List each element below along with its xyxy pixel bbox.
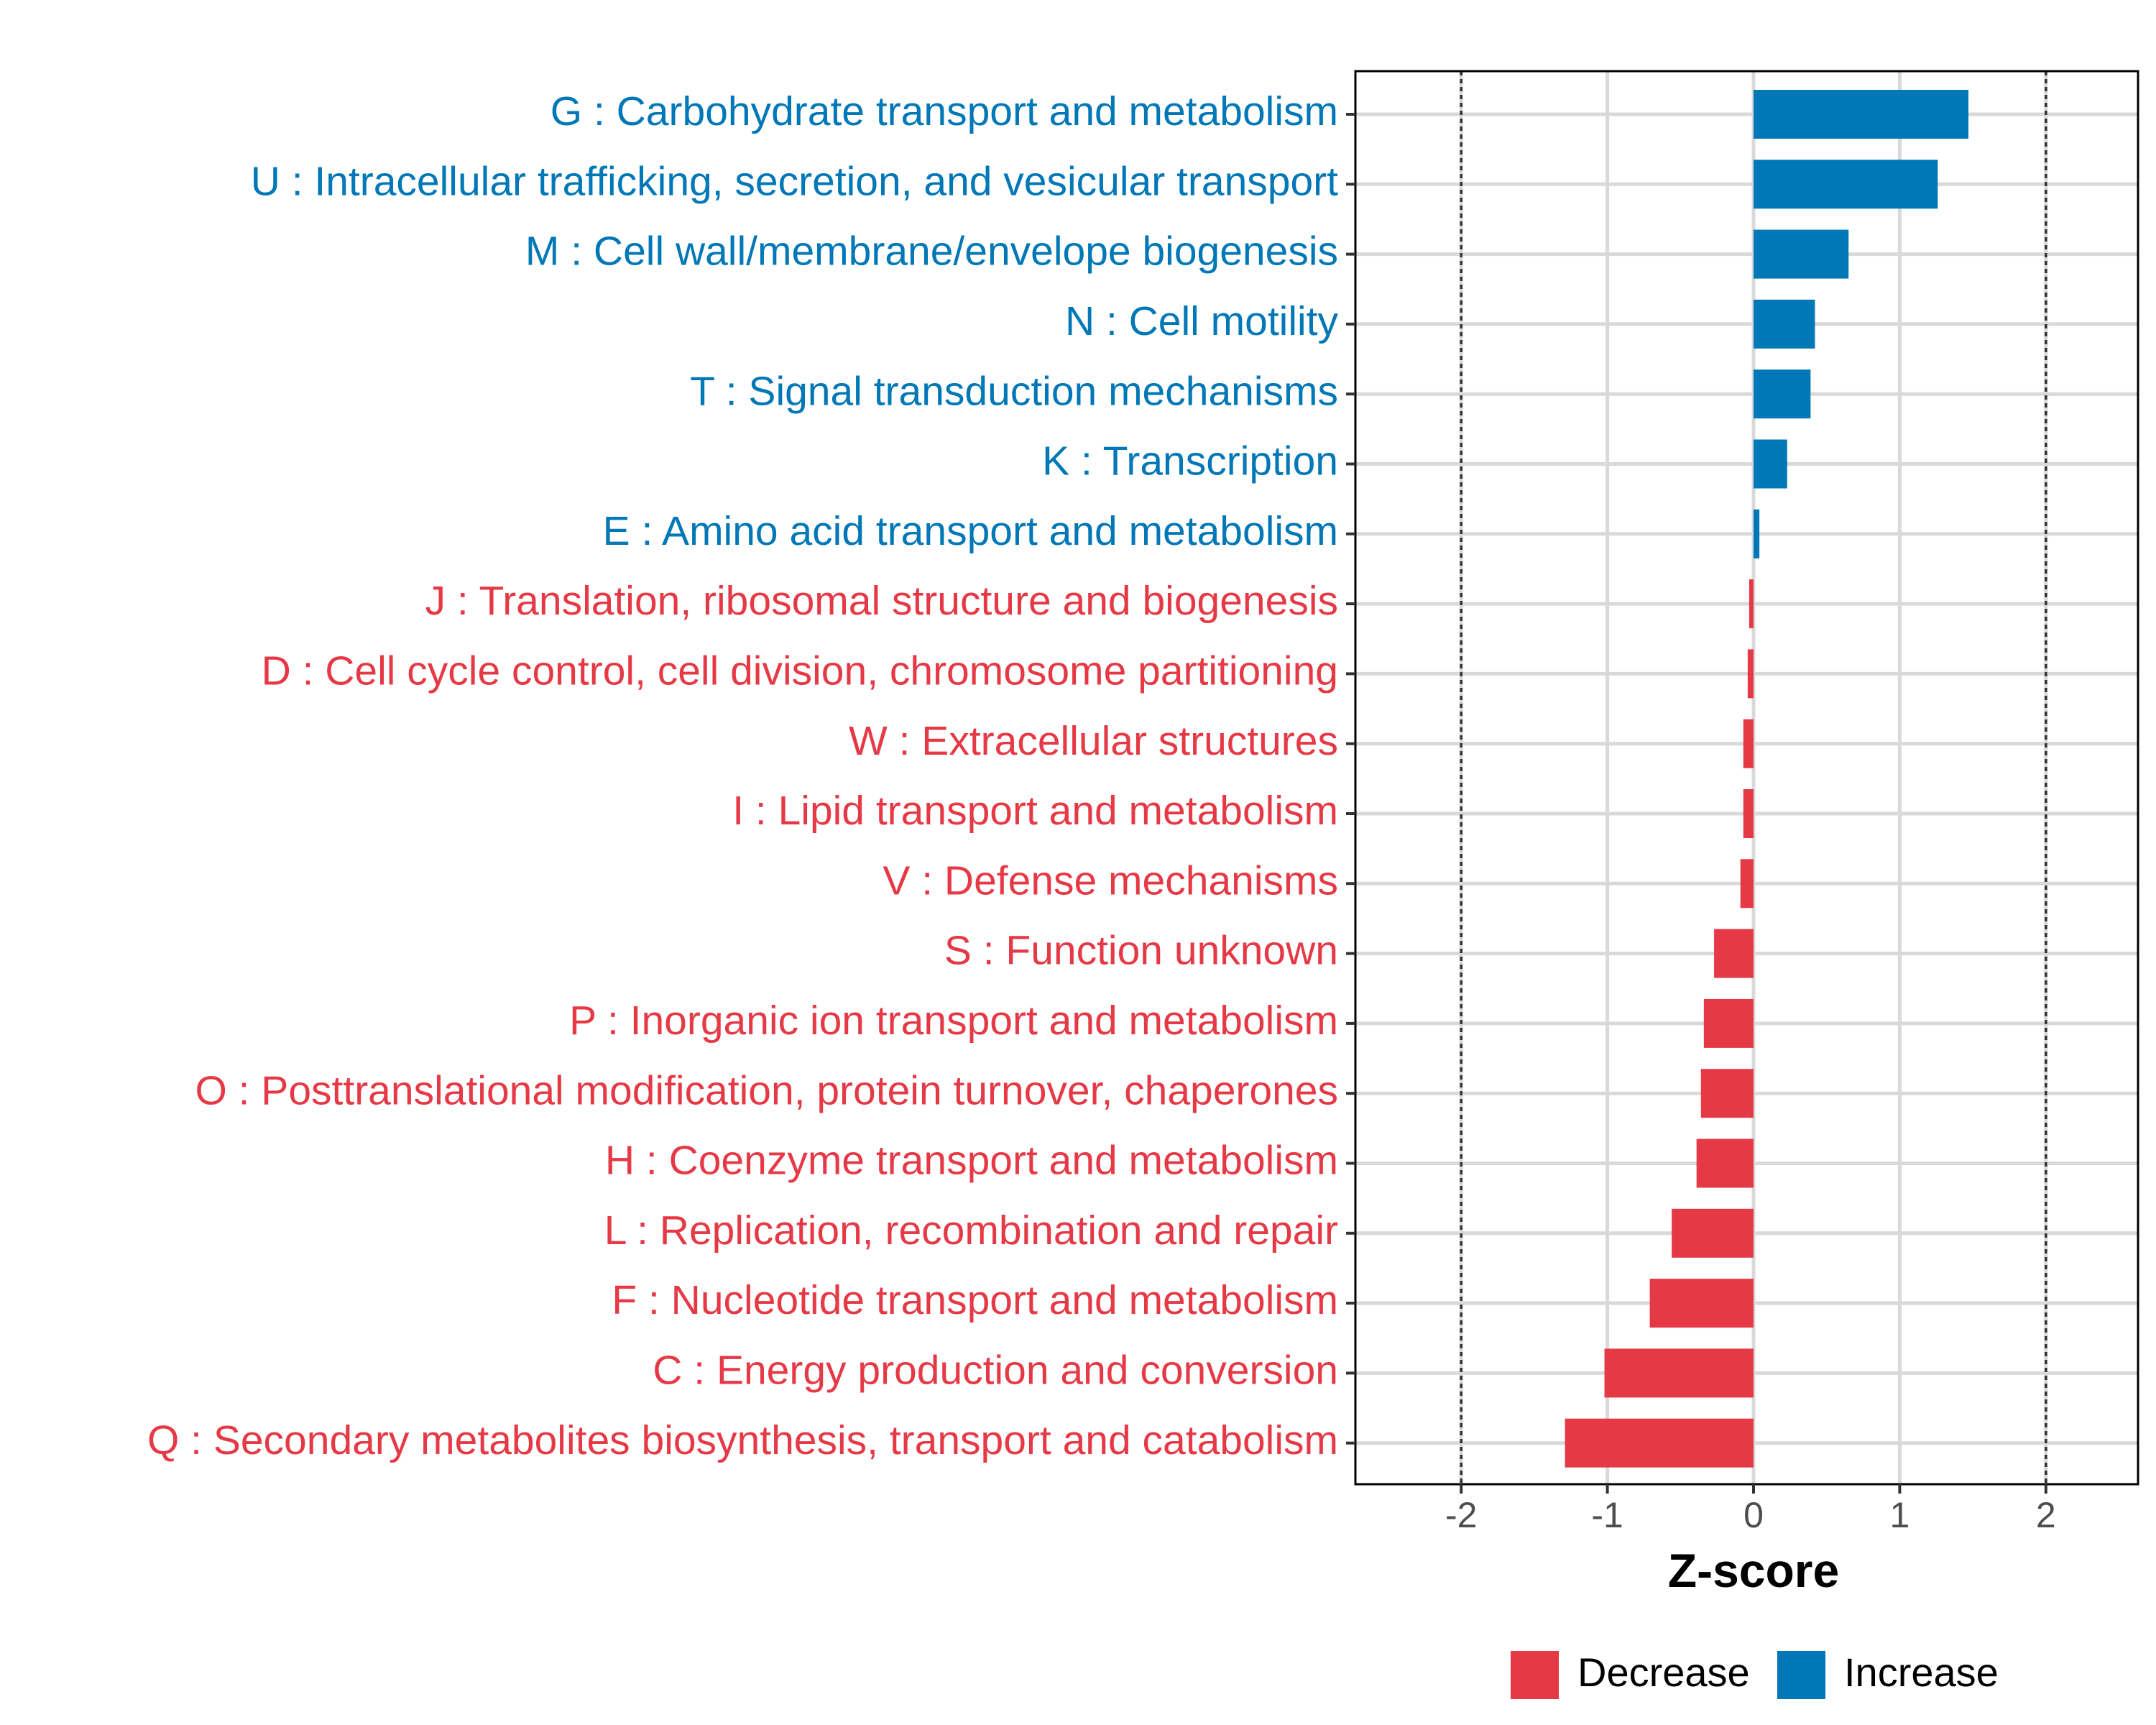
bar [1740,859,1754,908]
category-label: T : Signal transduction mechanisms [690,368,1338,414]
category-label: D : Cell cycle control, cell division, c… [262,648,1338,694]
category-label: J : Translation, ribosomal structure and… [425,578,1338,624]
category-label: F : Nucleotide transport and metabolism [612,1277,1338,1323]
category-label: U : Intracellular trafficking, secretion… [251,158,1338,204]
category-label: I : Lipid transport and metabolism [732,788,1338,834]
x-axis: -2 -1 0 1 2 [1445,1484,2056,1535]
bar [1649,1279,1754,1328]
category-label: P : Inorganic ion transport and metaboli… [569,998,1338,1044]
bar [1754,369,1811,419]
bar [1754,439,1787,489]
category-label: K : Transcription [1042,438,1338,484]
bar [1754,90,1968,139]
x-tick-label: 0 [1743,1495,1764,1535]
category-label: H : Coenzyme transport and metabolism [605,1138,1338,1184]
bar [1754,509,1760,558]
x-tick-label: -2 [1445,1495,1477,1535]
legend-label: Increase [1844,1650,1999,1695]
legend-label: Decrease [1577,1650,1750,1695]
bar [1754,160,1938,209]
bar [1754,229,1849,279]
category-label: E : Amino acid transport and metabolism [603,508,1338,554]
bar [1604,1348,1754,1398]
category-label: C : Energy production and conversion [653,1347,1338,1393]
category-label: M : Cell wall/membrane/envelope biogenes… [525,229,1338,275]
legend-key [1511,1651,1559,1699]
bar [1714,929,1754,978]
category-label: Q : Secondary metabolites biosynthesis, … [147,1417,1338,1463]
panel-border [1354,70,2139,1486]
bar [1749,579,1754,629]
bar [1672,1208,1754,1258]
x-tick-label: 2 [2036,1495,2056,1535]
y-axis: G : Carbohydrate transport and metabolis… [147,88,1355,1463]
bar [1754,299,1815,349]
x-axis-title: Z-score [1668,1544,1839,1597]
legend: Decrease Increase [1511,1650,1999,1699]
category-label: S : Function unknown [944,928,1338,974]
bar [1743,719,1754,768]
bar [1747,649,1754,699]
category-label: L : Replication, recombination and repai… [604,1208,1338,1254]
bar [1696,1138,1754,1188]
legend-key [1777,1651,1825,1699]
x-tick-label: -1 [1591,1495,1623,1535]
category-label: O : Posttranslational modification, prot… [195,1067,1338,1113]
x-tick-label: 1 [1889,1495,1909,1535]
category-label: V : Defense mechanisms [883,857,1338,903]
category-label: W : Extracellular structures [849,718,1338,764]
bar [1703,998,1754,1048]
bar [1700,1069,1754,1118]
category-label: N : Cell motility [1065,298,1339,344]
bar [1743,789,1754,838]
bar [1565,1418,1754,1468]
plot-panel [1354,70,2139,1486]
category-label: G : Carbohydrate transport and metabolis… [550,88,1338,134]
